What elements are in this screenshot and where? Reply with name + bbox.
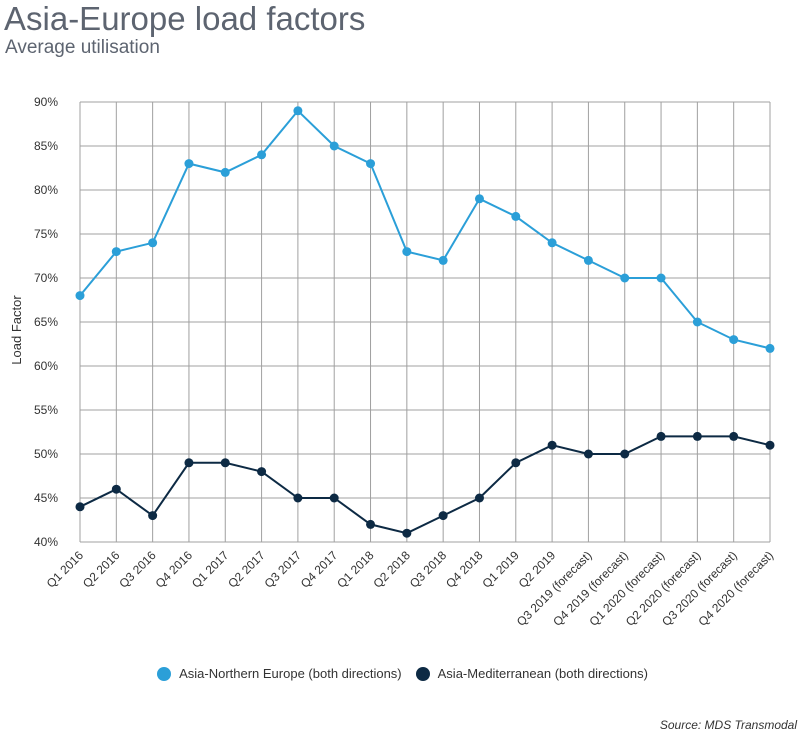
y-tick-label: 80% <box>34 183 58 197</box>
data-point <box>366 159 376 169</box>
x-tick-label: Q1 2016 <box>44 548 87 591</box>
y-tick-label: 55% <box>34 403 58 417</box>
series-lines <box>75 106 775 538</box>
legend-marker <box>157 666 172 681</box>
data-point <box>366 519 376 529</box>
data-point <box>511 211 521 221</box>
data-point <box>220 458 230 468</box>
data-point <box>293 493 303 503</box>
data-point <box>729 335 739 345</box>
legend-label: Asia-Northern Europe (both directions) <box>179 666 402 681</box>
data-point <box>656 273 666 283</box>
data-point <box>438 511 448 521</box>
y-tick-label: 90% <box>34 95 58 109</box>
data-point <box>438 255 448 265</box>
x-tick-label: Q3 2018 <box>407 548 450 591</box>
x-tick-label: Q1 2018 <box>334 548 377 591</box>
y-tick-label: 40% <box>34 535 58 549</box>
y-tick-label: 65% <box>34 315 58 329</box>
legend-marker <box>415 666 430 681</box>
y-tick-label: 75% <box>34 227 58 241</box>
x-tick-label: Q2 2016 <box>80 548 123 591</box>
x-tick-label: Q2 2018 <box>371 548 414 591</box>
data-point <box>184 458 194 468</box>
data-point <box>692 317 702 327</box>
x-tick-label: Q4 2016 <box>153 548 196 591</box>
data-point <box>184 159 194 169</box>
series-line <box>79 109 771 350</box>
data-point <box>620 449 630 459</box>
series-1 <box>75 431 775 538</box>
data-point <box>765 440 775 450</box>
data-point <box>329 141 339 151</box>
x-tick-label: Q1 2017 <box>189 548 232 591</box>
data-point <box>257 150 267 160</box>
data-point <box>692 431 702 441</box>
data-point <box>474 493 484 503</box>
data-point <box>257 467 267 477</box>
legend-item-northern-europe: Asia-Northern Europe (both directions) <box>157 666 402 681</box>
data-point <box>583 449 593 459</box>
data-point <box>511 458 521 468</box>
data-point <box>729 431 739 441</box>
series-line <box>79 435 771 535</box>
source-note: Source: MDS Transmodal <box>659 718 797 732</box>
data-point <box>765 343 775 353</box>
y-axis-ticks: 40% 45% 50% 55% 60% 65% 70% 75% 80% 85% 90% <box>34 95 58 549</box>
data-point <box>111 247 121 257</box>
data-point <box>220 167 230 177</box>
data-point <box>547 238 557 248</box>
data-point <box>148 511 158 521</box>
data-point <box>583 255 593 265</box>
legend-item-mediterranean: Asia-Mediterranean (both directions) <box>415 666 648 681</box>
x-tick-label: Q2 2017 <box>225 548 268 591</box>
y-tick-label: 50% <box>34 447 58 461</box>
data-point <box>620 273 630 283</box>
legend: Asia-Northern Europe (both directions) A… <box>0 666 805 681</box>
x-tick-label: Q1 2019 <box>479 548 522 591</box>
data-point <box>474 194 484 204</box>
y-tick-label: 45% <box>34 491 58 505</box>
data-point <box>329 493 339 503</box>
series-0 <box>75 106 775 353</box>
y-tick-label: 60% <box>34 359 58 373</box>
data-point <box>402 247 412 257</box>
legend-label: Asia-Mediterranean (both directions) <box>437 666 648 681</box>
chart-subtitle: Average utilisation <box>5 37 160 58</box>
y-axis-label: Load Factor <box>9 295 24 365</box>
data-point <box>148 238 158 248</box>
data-point <box>547 440 557 450</box>
data-point <box>75 502 85 512</box>
data-point <box>293 106 303 116</box>
x-tick-label: Q4 2017 <box>298 548 341 591</box>
x-tick-label: Q3 2017 <box>262 548 305 591</box>
y-tick-label: 85% <box>34 139 58 153</box>
x-tick-label: Q4 2018 <box>443 548 486 591</box>
y-tick-label: 70% <box>34 271 58 285</box>
data-point <box>75 291 85 301</box>
data-point <box>656 431 666 441</box>
data-point <box>402 528 412 538</box>
data-point <box>111 484 121 494</box>
grid-lines <box>79 101 771 543</box>
x-tick-label: Q3 2016 <box>116 548 159 591</box>
chart-title: Asia-Europe load factors <box>4 0 366 37</box>
